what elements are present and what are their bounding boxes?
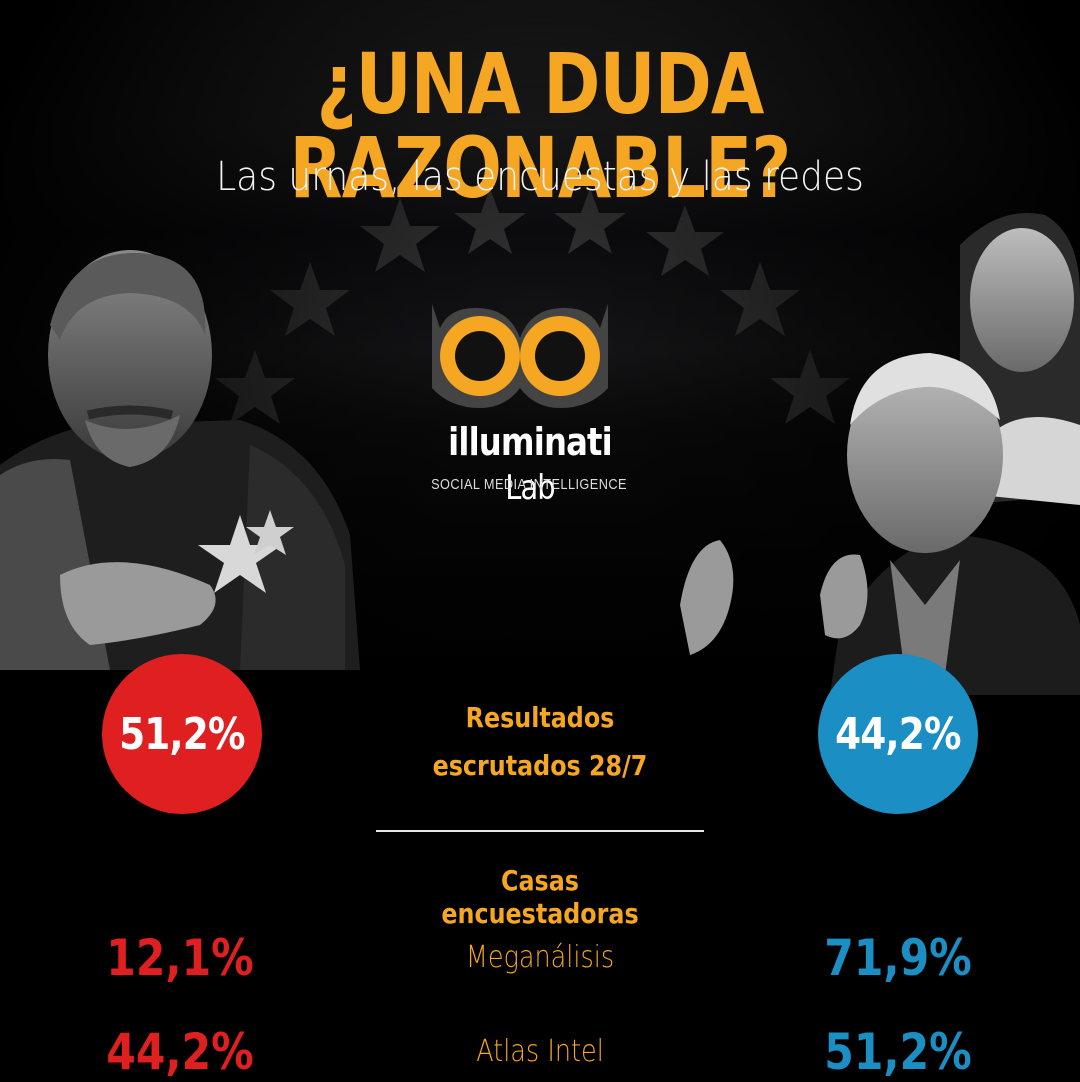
page-title: ¿UNA DUDA RAZONABLE? [289,35,791,217]
polls-title: Casas encuestadoras [441,864,639,930]
right-candidates-photo [680,213,1080,695]
owl-eyes-icon [432,304,608,408]
poll-left-value: 44,2% [106,1023,254,1081]
illuminati-lab-logo: illuminati Lab SOCIAL MEDIA INTELLIGENCE [410,298,660,508]
logo-tagline: SOCIAL MEDIA INTELLIGENCE [431,476,627,493]
logo-wordmark: illuminati Lab [448,420,613,508]
section-divider [376,830,704,832]
poll-right-value: 71,9% [824,929,972,987]
poll-name: Meganálisis [465,940,615,975]
results-label: Resultados escrutados 28/7 [432,701,648,782]
right-result-badge: 44,2% [818,654,978,814]
poll-name: Atlas Intel [476,1034,604,1069]
poll-right-value: 51,2% [824,1023,972,1081]
left-result-badge: 51,2% [102,654,262,814]
poll-left-value: 12,1% [106,929,254,987]
page-subtitle: Las urnas, las encuestas y las redes [216,154,864,200]
poll-row: 44,2% Atlas Intel 51,2% [0,1022,1080,1082]
left-candidate-photo [0,250,360,670]
poll-row: 12,1% Meganálisis 71,9% [0,928,1080,988]
